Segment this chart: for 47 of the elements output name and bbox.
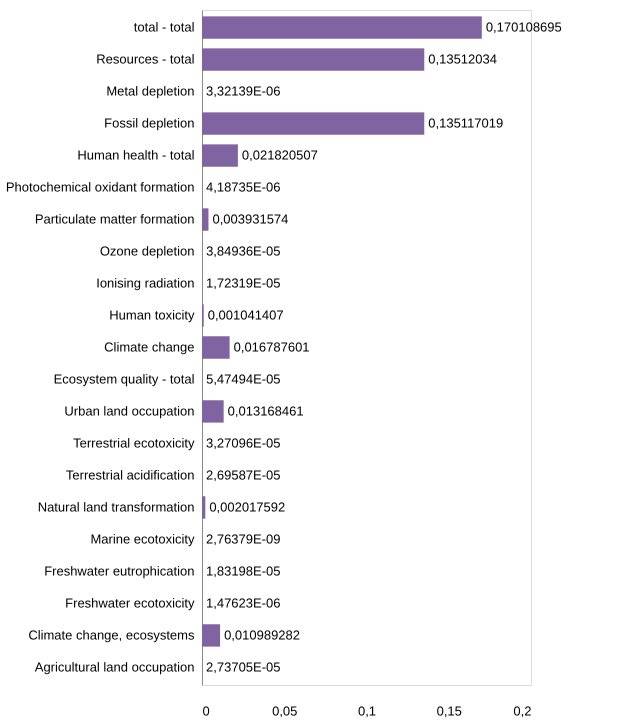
y-tick-label: Freshwater ecotoxicity	[65, 595, 195, 610]
data-label: 1,72319E-05	[206, 276, 280, 291]
y-tick-label: Photochemical oxidant formation	[6, 180, 194, 195]
data-label: 0,170108695	[486, 20, 562, 35]
y-tick-label: Human health - total	[77, 148, 195, 163]
y-tick-label: Urban land occupation	[64, 403, 194, 418]
y-tick-label: Freshwater eutrophication	[44, 563, 194, 578]
y-tick-label: Natural land transformation	[38, 499, 194, 514]
y-tick-label: Terrestrial ecotoxicity	[73, 435, 195, 450]
x-tick-label: 0,1	[358, 704, 376, 718]
y-tick-label: Human toxicity	[109, 308, 195, 323]
data-label: 0,002017592	[209, 499, 286, 514]
data-label: 2,73705E-05	[206, 659, 280, 674]
y-tick-label: Particulate matter formation	[34, 212, 194, 227]
data-label: 0,013168461	[228, 403, 304, 418]
y-tick-label: total - total	[134, 20, 195, 35]
data-label: 0,135117019	[428, 116, 504, 131]
y-tick-label: Resources - total	[96, 52, 195, 67]
y-tick-label: Ionising radiation	[96, 276, 194, 291]
data-label: 2,76379E-09	[206, 531, 280, 546]
y-tick-label: Metal depletion	[106, 84, 194, 99]
data-label: 0,010989282	[224, 627, 300, 642]
x-tick-label: 0,2	[513, 704, 532, 718]
data-label: 1,83198E-05	[206, 563, 280, 578]
y-tick-label: Fossil depletion	[104, 116, 194, 131]
y-tick-label: Climate change, ecosystems	[28, 627, 195, 642]
x-tick-label: 0,05	[272, 704, 298, 718]
data-label: 3,32139E-06	[206, 84, 280, 99]
x-tick-label: 0,15	[436, 704, 462, 718]
data-label: 0,13512034	[428, 52, 497, 67]
y-tick-label: Agricultural land occupation	[34, 659, 194, 674]
data-label: 0,001041407	[208, 308, 284, 323]
data-label: 3,27096E-05	[206, 435, 281, 450]
y-tick-label: Ozone depletion	[100, 244, 194, 259]
data-label: 2,69587E-05	[206, 467, 280, 482]
data-label: 5,47494E-05	[206, 371, 281, 386]
x-tick-label: 0	[202, 704, 210, 718]
y-tick-label: Ecosystem quality - total	[54, 371, 195, 386]
data-label: 0,016787601	[234, 340, 310, 354]
data-label: 1,47623E-06	[206, 595, 280, 610]
data-label: 0,021820507	[242, 148, 318, 163]
data-label: 0,003931574	[212, 212, 288, 227]
y-tick-label: Terrestrial acidification	[66, 467, 194, 482]
y-tick-label: Marine ecotoxicity	[90, 531, 195, 546]
data-label: 4,18735E-06	[206, 180, 280, 195]
y-tick-label: Climate change	[104, 340, 194, 354]
data-label: 3,84936E-05	[206, 244, 281, 259]
